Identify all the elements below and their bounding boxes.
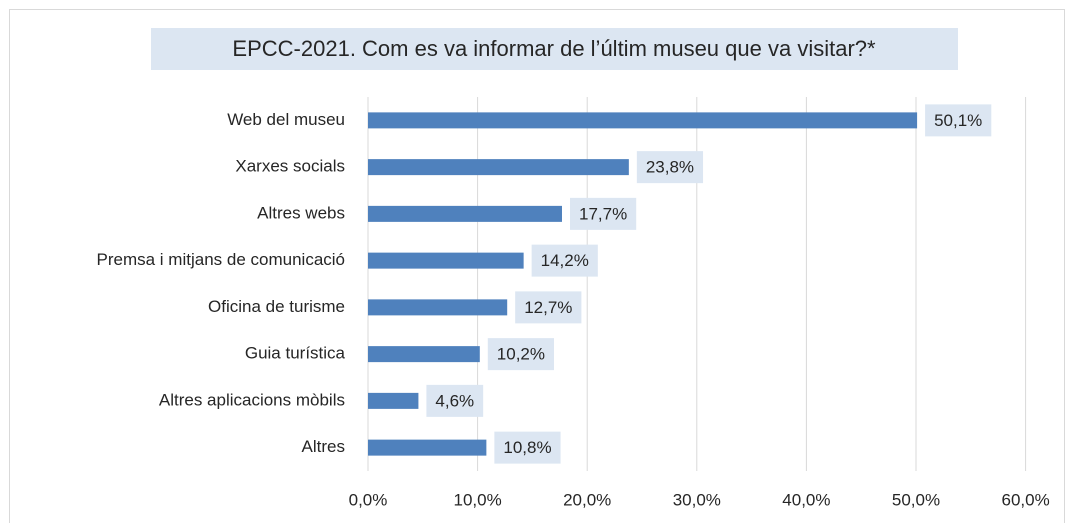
value-label: 4,6% — [435, 391, 474, 410]
bar — [368, 392, 419, 409]
bar — [368, 205, 562, 222]
value-label: 17,7% — [579, 204, 627, 223]
y-tick-label: Altres — [302, 437, 345, 456]
bar — [368, 439, 487, 456]
title-box — [151, 28, 958, 70]
value-label: 50,1% — [934, 111, 982, 130]
value-label-box — [636, 151, 704, 184]
value-label: 10,2% — [497, 345, 545, 364]
y-tick-label: Altres aplicacions mòbils — [159, 390, 345, 409]
x-tick-label: 40,0% — [782, 490, 830, 509]
value-label-box — [515, 291, 582, 324]
y-tick-label: Guia turística — [245, 344, 346, 363]
x-tick-label: 50,0% — [892, 490, 940, 509]
value-label-box — [487, 338, 554, 371]
value-label-box — [494, 431, 561, 464]
x-tick-label: 60,0% — [1001, 490, 1049, 509]
bar — [368, 346, 480, 363]
value-label-box — [531, 244, 598, 277]
bar — [368, 252, 524, 269]
value-label: 14,2% — [541, 251, 589, 270]
value-label: 23,8% — [646, 158, 694, 177]
bar — [368, 112, 918, 129]
value-label-box — [426, 384, 484, 417]
x-tick-label: 10,0% — [453, 490, 501, 509]
y-tick-label: Oficina de turisme — [208, 297, 345, 316]
x-tick-label: 20,0% — [563, 490, 611, 509]
y-tick-label: Web del museu — [227, 110, 345, 129]
bar — [368, 159, 629, 176]
value-label: 10,8% — [503, 438, 551, 457]
x-tick-label: 0,0% — [349, 490, 388, 509]
value-label: 12,7% — [524, 298, 572, 317]
bar — [368, 299, 508, 316]
value-label-box — [569, 197, 637, 230]
chart-title: EPCC-2021. Com es va informar de l’últim… — [232, 36, 876, 61]
y-tick-label: Premsa i mitjans de comunicació — [97, 250, 345, 269]
x-tick-label: 30,0% — [673, 490, 721, 509]
y-tick-label: Altres webs — [257, 203, 345, 222]
value-label-box — [925, 104, 992, 137]
y-tick-label: Xarxes socials — [235, 157, 345, 176]
